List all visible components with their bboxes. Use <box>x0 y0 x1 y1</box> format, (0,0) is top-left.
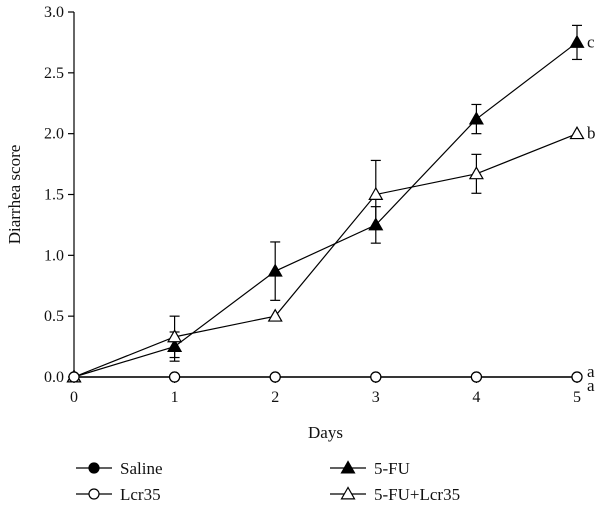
legend: Saline Lcr35 5-FU 5-FU+Lcr35 <box>76 459 460 504</box>
legend-marker-5-fu <box>340 460 356 474</box>
x-tick-label: 1 <box>171 389 179 406</box>
legend-label-lcr35: Lcr35 <box>120 485 161 504</box>
point-5-fu <box>569 34 585 48</box>
point-5-fu-lcr35 <box>267 308 283 322</box>
legend-label-saline: Saline <box>120 459 163 478</box>
point-lcr35 <box>68 371 80 383</box>
x-tick-label: 5 <box>573 389 581 406</box>
annotations: c b aa <box>587 32 596 395</box>
point-lcr35 <box>370 371 382 383</box>
axes: 0.0 0.5 1.0 1.5 2.0 2.5 3.0 0 1 2 3 4 5 Days Diarrhea … <box>5 4 581 442</box>
y-tick-label: 3.0 <box>44 4 64 21</box>
point-5-fu <box>167 338 183 353</box>
legend-label-5-fu-lcr35: 5-FU+Lcr35 <box>374 485 460 504</box>
point-5-fu <box>267 263 283 277</box>
x-axis-title: Days <box>308 423 343 442</box>
x-tick-label: 3 <box>372 389 380 406</box>
point-5-fu <box>368 217 384 231</box>
y-tick-label: 1.5 <box>44 187 64 204</box>
point-5-fu-lcr35 <box>468 166 484 180</box>
legend-marker-5-fu-lcr35 <box>340 486 356 500</box>
series-line-5-fu-lcr35 <box>73 133 578 378</box>
x-tick-label: 4 <box>472 389 480 406</box>
y-tick-label: 2.5 <box>44 65 64 82</box>
series-line-5-fu <box>73 41 578 378</box>
y-tick-label: 1.0 <box>44 247 64 264</box>
point-lcr35 <box>169 371 181 383</box>
y-tick-label: 0.0 <box>44 369 64 386</box>
annotation-b: b <box>587 124 596 143</box>
legend-label-5-fu: 5-FU <box>374 459 410 478</box>
point-lcr35 <box>470 371 482 383</box>
point-lcr35 <box>269 371 281 383</box>
annotation-a: a <box>587 362 595 381</box>
annotation-a: a <box>587 376 595 395</box>
x-tick-label: 2 <box>271 389 279 406</box>
point-5-fu-lcr35 <box>167 329 183 343</box>
annotation-c: c <box>587 32 595 51</box>
y-tick-label: 0.5 <box>44 308 64 325</box>
y-tick-label: 2.0 <box>44 126 64 143</box>
series-markers <box>66 34 585 383</box>
legend-marker-saline <box>88 462 100 474</box>
point-5-fu-lcr35 <box>569 125 585 140</box>
series-lines <box>73 41 578 378</box>
point-5-fu-lcr35 <box>368 186 384 200</box>
y-axis-title: Diarrhea score <box>5 145 24 245</box>
legend-marker-lcr35 <box>88 488 100 500</box>
x-tick-label: 0 <box>70 389 78 406</box>
point-5-fu <box>468 111 484 125</box>
point-lcr35 <box>571 371 583 383</box>
